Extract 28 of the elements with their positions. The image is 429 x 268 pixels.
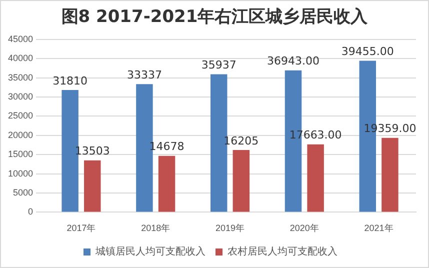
y-tick-label: 0 [28,206,34,217]
legend-label: 城镇居民人均可支配收入 [94,246,206,258]
data-label: 31810 [52,74,88,88]
data-label: 33337 [126,68,162,82]
bar [382,138,398,212]
bar [307,144,324,212]
x-tick-label: 2020年 [290,223,319,234]
bar [158,156,176,212]
data-label: 35937 [201,58,236,72]
y-tick-label: 40000 [8,53,34,64]
x-tick-label: 2018年 [141,223,170,234]
legend-label: 农村居民人均可支配收入 [228,246,338,258]
bar [232,150,250,212]
y-tick-label: 10000 [8,168,34,178]
data-label: 36943.00 [267,54,320,68]
chart-title: 图8 2017-2021年右江区城乡居民收入 [60,6,369,28]
x-tick-label: 2021年 [364,223,394,234]
y-tick-label: 15000 [8,149,34,160]
y-tick-label: 20000 [8,130,34,140]
y-tick-label: 45000 [8,34,34,44]
data-label: 39455.00 [341,45,394,58]
y-tick-label: 5000 [12,187,34,198]
bar [84,160,101,212]
x-tick-label: 2017年 [66,223,96,234]
y-tick-label: 25000 [8,110,34,121]
y-tick-label: 30000 [8,91,34,102]
y-tick-label: 35000 [8,72,34,82]
x-tick-label: 2019年 [216,223,245,234]
